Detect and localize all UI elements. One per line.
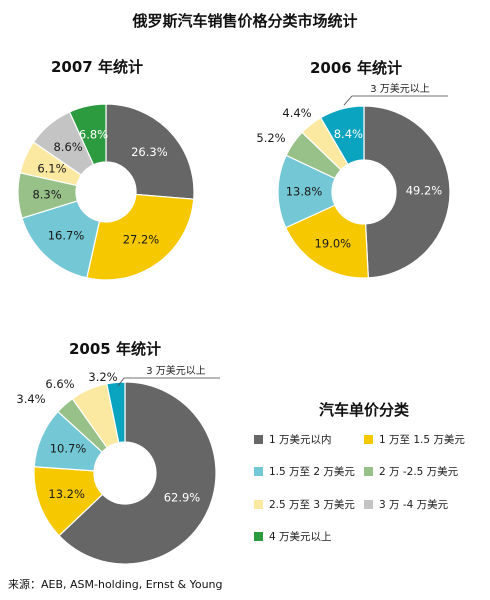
donut-chart-2006: 49.2% 19.0% 13.8% 5.2% 4.4% 8.4% xyxy=(256,105,451,279)
legend-label: 3 万 -4 万美元 xyxy=(379,498,449,511)
source-note: 来源：AEB, ASM-holding, Ernst & Young xyxy=(8,577,223,591)
slice-1 万至 1.5 万美元 xyxy=(284,204,369,279)
callout-2005-label: 3 万美元以上 xyxy=(146,364,206,377)
slice-1.5 万至 2 万美元 xyxy=(21,200,101,279)
legend-swatch xyxy=(364,467,373,476)
data-label: 10.7% xyxy=(50,442,87,456)
slice-3 万美元以上 xyxy=(319,105,365,166)
slice-1 万美元以内 xyxy=(363,105,451,279)
donut-chart-2007: 26.3% 27.2% 16.7% 8.3% 6.1% 8.6%6.8% xyxy=(17,103,195,281)
donut-chart-2005: 62.9% 13.2% 10.7% 3.4%6.6% 3.2% xyxy=(16,370,217,565)
data-label: 5.2% xyxy=(256,131,285,145)
legend-label: 1.5 万至 2 万美元 xyxy=(269,465,355,478)
legend-label: 2.5 万至 3 万美元 xyxy=(269,498,355,511)
data-label: 26.3% xyxy=(131,145,168,159)
chart-2007-title: 2007 年统计 xyxy=(51,58,143,76)
data-label: 4.4% xyxy=(282,106,311,120)
legend-swatch xyxy=(364,435,373,444)
data-label: 6.8% xyxy=(79,127,108,141)
legend-swatch xyxy=(254,467,263,476)
legend: 1 万美元以内 1 万至 1.5 万美元 1.5 万至 2 万美元 2 万 -2.5 … xyxy=(254,433,465,543)
data-label: 19.0% xyxy=(315,236,352,250)
legend-swatch xyxy=(254,500,263,509)
data-label: 49.2% xyxy=(406,183,443,197)
chart-2005-title: 2005 年统计 xyxy=(69,340,161,358)
legend-swatch xyxy=(254,532,263,541)
slice-1 万美元以内 xyxy=(58,381,217,565)
data-label: 16.7% xyxy=(48,228,85,242)
data-label: 3.4% xyxy=(16,392,45,406)
data-label: 6.6% xyxy=(45,377,74,391)
callout-2006: 3 万美元以上 xyxy=(343,82,448,106)
data-label: 3.2% xyxy=(88,370,117,384)
slice-4 万美元以上 xyxy=(68,103,107,166)
slice-1 万至 1.5 万美元 xyxy=(86,193,195,281)
legend-label: 1 万至 1.5 万美元 xyxy=(379,433,465,446)
figure-title: 俄罗斯汽车销售价格分类市场统计 xyxy=(131,12,357,30)
data-label: 13.8% xyxy=(286,185,323,199)
legend-label: 4 万美元以上 xyxy=(269,530,332,543)
callout-2006-label: 3 万美元以上 xyxy=(370,82,430,95)
legend-swatch xyxy=(364,500,373,509)
legend-swatch xyxy=(254,435,263,444)
data-label: 6.1% xyxy=(37,161,66,175)
callout-2005: 3 万美元以上 xyxy=(117,364,220,387)
legend-label: 1 万美元以内 xyxy=(269,433,332,446)
data-label: 27.2% xyxy=(123,233,160,247)
slice-1 万美元以内 xyxy=(105,103,195,200)
data-label: 8.3% xyxy=(32,187,61,201)
data-label: 62.9% xyxy=(164,490,201,504)
legend-label: 2 万 -2.5 万美元 xyxy=(379,465,459,478)
data-label: 13.2% xyxy=(48,487,85,501)
data-label: 8.4% xyxy=(334,127,363,141)
chart-2006-title: 2006 年统计 xyxy=(310,59,402,77)
legend-title: 汽车单价分类 xyxy=(319,401,410,419)
data-label: 8.6% xyxy=(53,140,82,154)
slice-3 万美元以上 xyxy=(106,381,126,444)
